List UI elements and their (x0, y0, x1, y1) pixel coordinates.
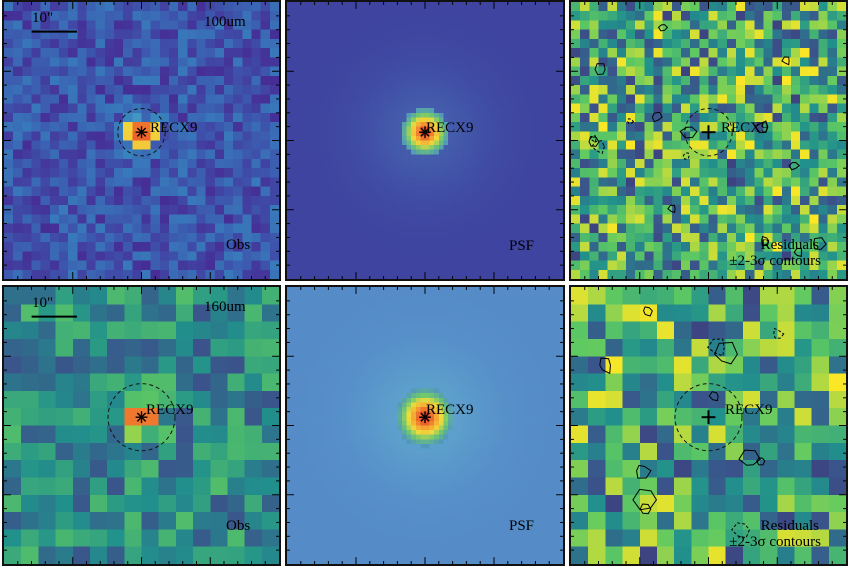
aperture-circle (674, 383, 743, 452)
overlay (287, 287, 563, 564)
scalebar-label: 10" (32, 10, 54, 26)
aperture-circle (684, 108, 733, 157)
corner-label: PSF (509, 518, 535, 534)
corner-label: Obs (226, 237, 251, 253)
image-map (4, 287, 279, 564)
corner-label-2: ±2-3σ contours (729, 534, 821, 550)
panel-160um-obs: 10" 160um RECX9 Obs (2, 285, 281, 566)
corner-label: Residuals (760, 518, 819, 534)
axis-ticks (287, 2, 563, 279)
source-marker (135, 126, 148, 139)
aperture-circle (107, 383, 176, 452)
panel-100um-obs: 10" 100um RECX9 Obs (2, 0, 281, 281)
source-label: RECX9 (725, 402, 773, 418)
panel-160um-residuals: RECX9 Residuals ±2-3σ contours (569, 285, 848, 566)
source-label: RECX9 (721, 120, 769, 136)
corner-label: PSF (509, 238, 535, 254)
source-label: RECX9 (426, 402, 474, 418)
image-map (287, 2, 563, 279)
source-marker (419, 126, 431, 139)
band-label: 160um (204, 299, 246, 315)
image-map (571, 2, 846, 279)
source-label: RECX9 (150, 120, 198, 136)
overlay (4, 287, 279, 564)
source-marker (135, 411, 148, 424)
image-map (287, 287, 563, 564)
residual-contours (588, 24, 827, 258)
scalebar-label: 10" (32, 295, 54, 311)
axis-ticks (4, 2, 279, 279)
residual-contours (599, 306, 785, 539)
image-map (4, 2, 279, 279)
corner-label: Residuals (760, 237, 819, 253)
image-map (571, 287, 846, 564)
corner-label: Obs (226, 518, 251, 534)
source-marker (419, 411, 431, 424)
overlay (287, 2, 563, 279)
overlay (571, 287, 846, 564)
source-marker (701, 125, 716, 140)
panel-100um-residuals: RECX9 Residuals ±2-3σ contours (569, 0, 848, 281)
band-label: 100um (204, 14, 246, 30)
overlay (571, 2, 846, 279)
axis-ticks (571, 2, 846, 279)
panel-100um-psf: RECX9 PSF (285, 0, 565, 281)
source-label: RECX9 (146, 402, 194, 418)
corner-label-2: ±2-3σ contours (729, 253, 821, 269)
axis-ticks (4, 287, 279, 564)
axis-ticks (571, 287, 846, 564)
source-label: RECX9 (426, 120, 474, 136)
overlay (4, 2, 279, 279)
panel-160um-psf: RECX9 PSF (285, 285, 565, 566)
axis-ticks (287, 287, 563, 564)
aperture-circle (117, 108, 166, 157)
source-marker (701, 410, 716, 425)
